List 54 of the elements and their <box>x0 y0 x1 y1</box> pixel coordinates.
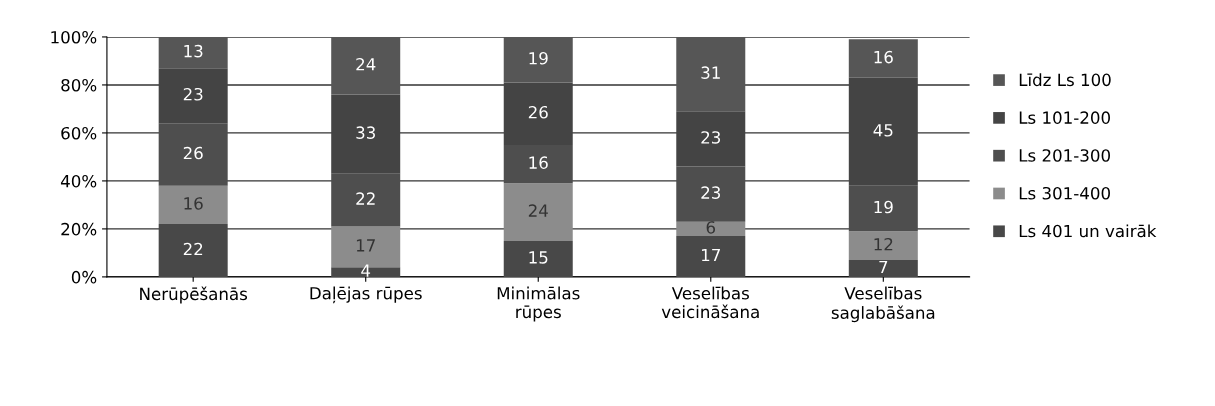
x-tick-label: Veselības saglabāšana <box>831 286 935 323</box>
data-label: 17 <box>702 248 720 262</box>
data-label: 22 <box>356 192 375 205</box>
bar <box>503 183 573 241</box>
bar <box>331 36 401 95</box>
data-label: 16 <box>184 197 203 210</box>
data-label: 22 <box>183 242 203 256</box>
bar <box>158 185 228 225</box>
data-label: 33 <box>356 126 375 139</box>
y-tick-label: 0% <box>71 270 97 284</box>
data-label: 6 <box>706 221 716 234</box>
bar <box>848 231 918 261</box>
bar <box>503 36 573 83</box>
legend-label: Ls 401 un vairāk <box>1019 224 1157 238</box>
legend-label: Ls 101-200 <box>1019 111 1110 124</box>
bar <box>676 236 746 277</box>
data-label: 17 <box>356 239 375 252</box>
data-label: 23 <box>701 186 721 199</box>
y-tick-label: 60% <box>61 126 97 140</box>
data-label: 24 <box>356 57 376 71</box>
data-label: 13 <box>184 44 203 58</box>
y-tick-label: 20% <box>61 222 97 236</box>
bar <box>158 224 228 277</box>
data-label: 16 <box>874 50 893 64</box>
data-label: 19 <box>874 200 893 214</box>
bar <box>676 36 746 112</box>
bar <box>158 36 228 69</box>
legend-label: Ls 301-400 <box>1019 186 1110 200</box>
legend-label: Ls 201-300 <box>1019 149 1110 162</box>
y-tick-label: 80% <box>61 78 97 92</box>
data-label: 15 <box>529 251 548 264</box>
data-label: 4 <box>361 264 371 277</box>
legend-label: Līdz Ls 100 <box>1019 73 1111 87</box>
data-label: 16 <box>529 156 548 169</box>
data-label: 12 <box>874 237 893 251</box>
bar <box>676 221 746 237</box>
data-label: 23 <box>183 87 203 101</box>
data-label: 23 <box>701 131 721 144</box>
bar <box>848 260 918 277</box>
y-tick-label: 100% <box>51 30 97 44</box>
bar <box>503 240 573 277</box>
x-tick-label: Daļējas rūpes <box>310 286 422 304</box>
data-label: 7 <box>879 260 888 274</box>
data-label: 19 <box>529 51 548 65</box>
y-tick-label: 40% <box>60 174 97 188</box>
data-label: 31 <box>701 66 720 79</box>
bar <box>848 39 918 78</box>
data-label: 24 <box>528 204 548 217</box>
x-tick-label: Veselības veicināšana <box>661 286 759 319</box>
x-tick-label: Nerūpēšanās <box>140 286 248 304</box>
x-tick-label: Minimālas rūpes <box>497 286 580 322</box>
data-label: 26 <box>528 105 548 119</box>
data-label: 45 <box>873 124 893 137</box>
data-label: 26 <box>183 146 203 160</box>
